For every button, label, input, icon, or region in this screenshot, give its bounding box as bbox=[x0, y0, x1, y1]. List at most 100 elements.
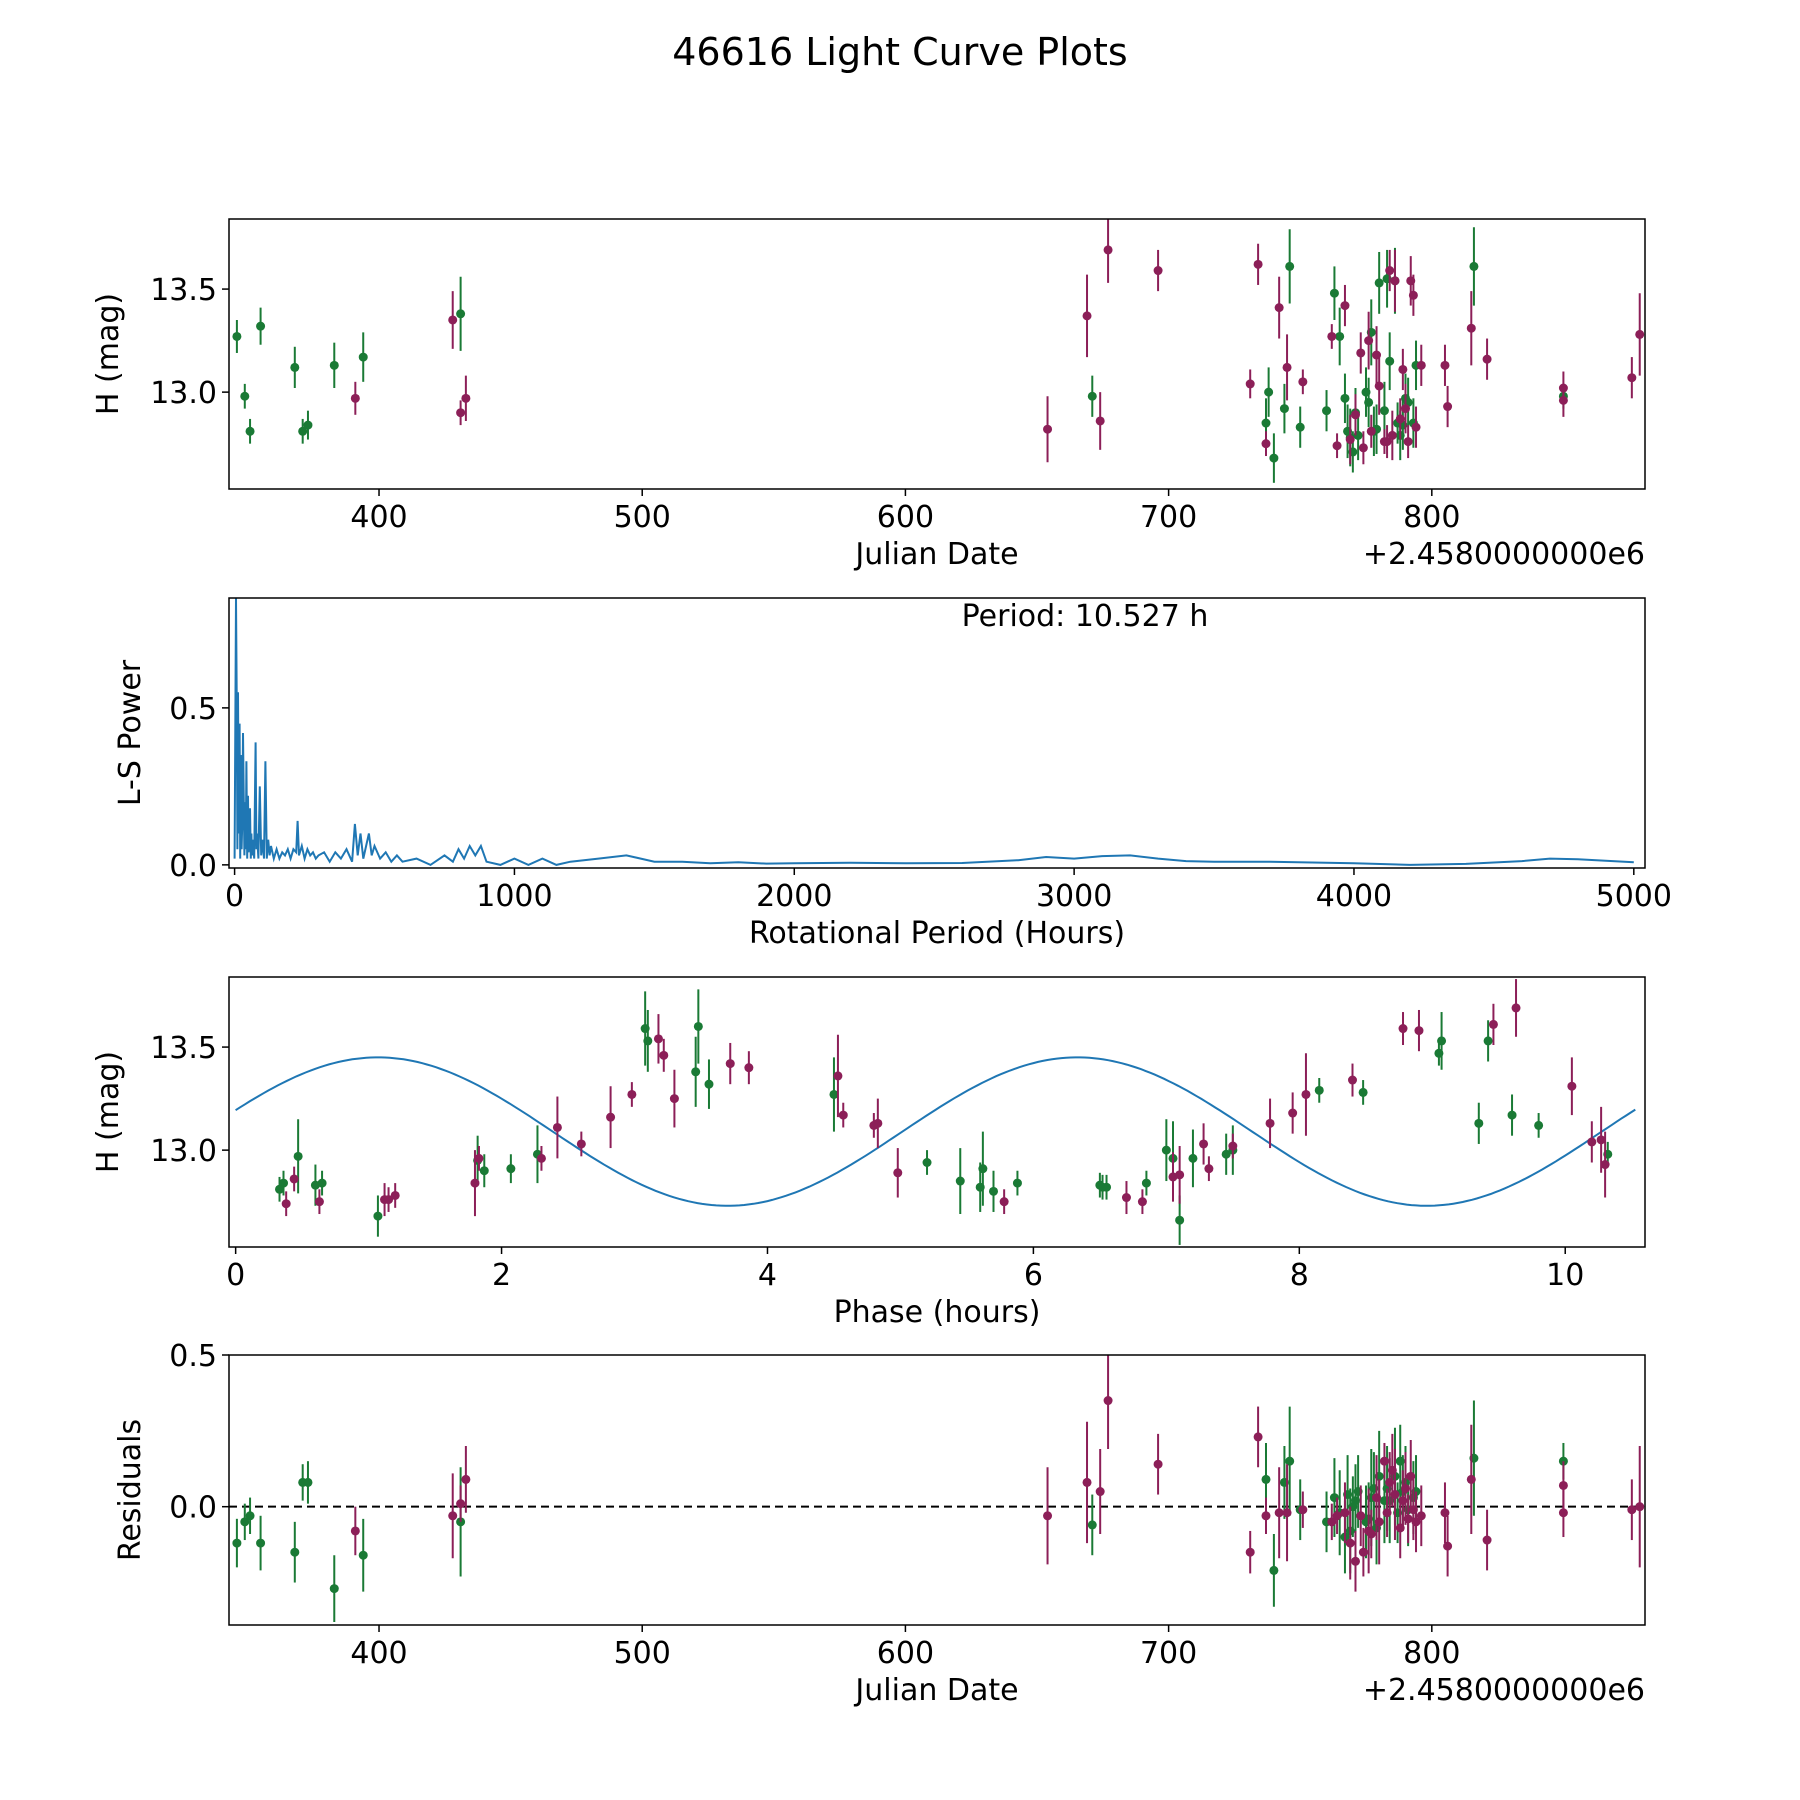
data-point bbox=[1466, 323, 1476, 333]
data-point bbox=[627, 1089, 637, 1099]
data-point bbox=[1358, 1087, 1368, 1097]
series-purple bbox=[281, 979, 1610, 1217]
data-point bbox=[1567, 1081, 1577, 1091]
data-point bbox=[1627, 373, 1637, 383]
x-tick-label: 600 bbox=[877, 1636, 934, 1671]
x-tick-label: 2000 bbox=[756, 879, 832, 914]
data-point bbox=[232, 331, 242, 341]
data-point bbox=[1356, 348, 1366, 358]
data-point bbox=[1400, 404, 1410, 414]
data-point bbox=[1269, 1565, 1279, 1575]
x-axis-label: Rotational Period (Hours) bbox=[749, 916, 1125, 951]
data-point bbox=[314, 1197, 324, 1207]
data-point bbox=[1443, 1541, 1453, 1551]
data-point bbox=[1627, 1505, 1637, 1515]
series-green bbox=[232, 1400, 1568, 1622]
data-point bbox=[240, 391, 250, 401]
data-point bbox=[653, 1034, 663, 1044]
data-point bbox=[1335, 331, 1345, 341]
axes-frame bbox=[228, 597, 1646, 869]
y-tick-label: 13.0 bbox=[150, 1134, 217, 1169]
data-point bbox=[1403, 1514, 1413, 1524]
data-point bbox=[303, 1477, 313, 1487]
data-point bbox=[506, 1164, 516, 1174]
data-point bbox=[552, 1122, 562, 1132]
data-point bbox=[1245, 379, 1255, 389]
data-point bbox=[1482, 1535, 1492, 1545]
data-point bbox=[1204, 1164, 1214, 1174]
data-point bbox=[461, 393, 471, 403]
data-point bbox=[1366, 426, 1376, 436]
data-point bbox=[1103, 1396, 1113, 1406]
x-tick-label: 700 bbox=[1140, 1636, 1197, 1671]
y-axis-label: L-S Power bbox=[113, 659, 148, 806]
data-point bbox=[1327, 1517, 1337, 1527]
period-annotation: Period: 10.527 h bbox=[962, 599, 1209, 634]
data-point bbox=[893, 1168, 903, 1178]
y-tick-label: 0.0 bbox=[169, 1491, 217, 1526]
data-point bbox=[1390, 1490, 1400, 1500]
data-point bbox=[298, 426, 308, 436]
data-point bbox=[1121, 1193, 1131, 1203]
x-axis-label: Julian Date bbox=[853, 1673, 1018, 1708]
data-point bbox=[1199, 1139, 1209, 1149]
data-point bbox=[1350, 1556, 1360, 1566]
data-point bbox=[691, 1067, 701, 1077]
data-point bbox=[1327, 331, 1337, 341]
panel-phased: 0 2 4 6 8 10 13.0 13.5 Phase (hours) H (mag) bbox=[91, 976, 1646, 1330]
data-point bbox=[279, 1178, 289, 1188]
data-point bbox=[1403, 437, 1413, 447]
data-point bbox=[1358, 1547, 1368, 1557]
data-point bbox=[1245, 1547, 1255, 1557]
data-point bbox=[1295, 422, 1305, 432]
data-point bbox=[1274, 303, 1284, 313]
data-layer bbox=[232, 219, 1645, 483]
y-axis-label: H (mag) bbox=[91, 1051, 126, 1173]
data-point bbox=[1474, 1118, 1484, 1128]
x-tick-label: 0 bbox=[225, 879, 244, 914]
data-point bbox=[1221, 1149, 1231, 1159]
data-point bbox=[1416, 1511, 1426, 1521]
data-point bbox=[1175, 1215, 1185, 1225]
data-point bbox=[1416, 360, 1426, 370]
data-point bbox=[479, 1166, 489, 1176]
x-tick-label: 6 bbox=[1024, 1258, 1043, 1293]
data-point bbox=[1443, 402, 1453, 412]
data-point bbox=[1314, 1085, 1324, 1095]
data-point bbox=[1274, 1508, 1284, 1518]
data-point bbox=[1082, 311, 1092, 321]
data-point bbox=[1340, 393, 1350, 403]
data-point bbox=[693, 1021, 703, 1031]
data-point bbox=[1382, 437, 1392, 447]
data-point bbox=[1408, 290, 1418, 300]
data-point bbox=[1482, 354, 1492, 364]
data-point bbox=[1395, 414, 1405, 424]
x-tick-label: 600 bbox=[877, 500, 934, 535]
data-point bbox=[1440, 1508, 1450, 1518]
data-point bbox=[1043, 424, 1053, 434]
data-point bbox=[329, 1584, 339, 1594]
data-point bbox=[1411, 422, 1421, 432]
data-point bbox=[1102, 1182, 1112, 1192]
x-tick-label: 2 bbox=[492, 1258, 511, 1293]
x-tick-label: 10 bbox=[1546, 1258, 1584, 1293]
x-tick-label: 4 bbox=[758, 1258, 777, 1293]
data-point bbox=[1261, 1474, 1271, 1484]
data-point bbox=[1095, 416, 1105, 426]
x-tick-label: 700 bbox=[1140, 500, 1197, 535]
data-point bbox=[833, 1071, 843, 1081]
data-point bbox=[576, 1139, 586, 1149]
data-point bbox=[448, 315, 458, 325]
data-point bbox=[290, 362, 300, 372]
data-point bbox=[290, 1547, 300, 1557]
data-layer bbox=[235, 979, 1636, 1245]
data-point bbox=[1285, 1456, 1295, 1466]
x-tick-label: 3000 bbox=[1036, 879, 1112, 914]
data-point bbox=[1082, 1477, 1092, 1487]
data-point bbox=[873, 1118, 883, 1128]
axes-frame bbox=[228, 218, 1646, 490]
data-point bbox=[978, 1164, 988, 1174]
series-purple bbox=[350, 219, 1645, 465]
panel-lightcurve: 400 500 600 700 800 13.0 13.5 Julian Date H (mag… bbox=[91, 218, 1646, 572]
data-point bbox=[1253, 259, 1263, 269]
